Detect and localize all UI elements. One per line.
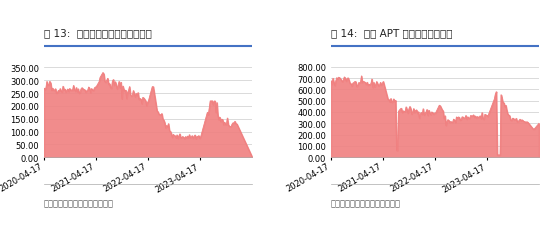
Text: 图 14:  中国 APT 工厂总库存（吨）: 图 14: 中国 APT 工厂总库存（吨）	[331, 28, 453, 38]
Text: 数据来源：百川盈孚，中信建投: 数据来源：百川盈孚，中信建投	[331, 198, 401, 207]
Text: 数据来源：百川盈孚，中信建投: 数据来源：百川盈孚，中信建投	[44, 198, 114, 207]
Text: 图 13:  中国钨粉工厂总库存（吨）: 图 13: 中国钨粉工厂总库存（吨）	[44, 28, 152, 38]
